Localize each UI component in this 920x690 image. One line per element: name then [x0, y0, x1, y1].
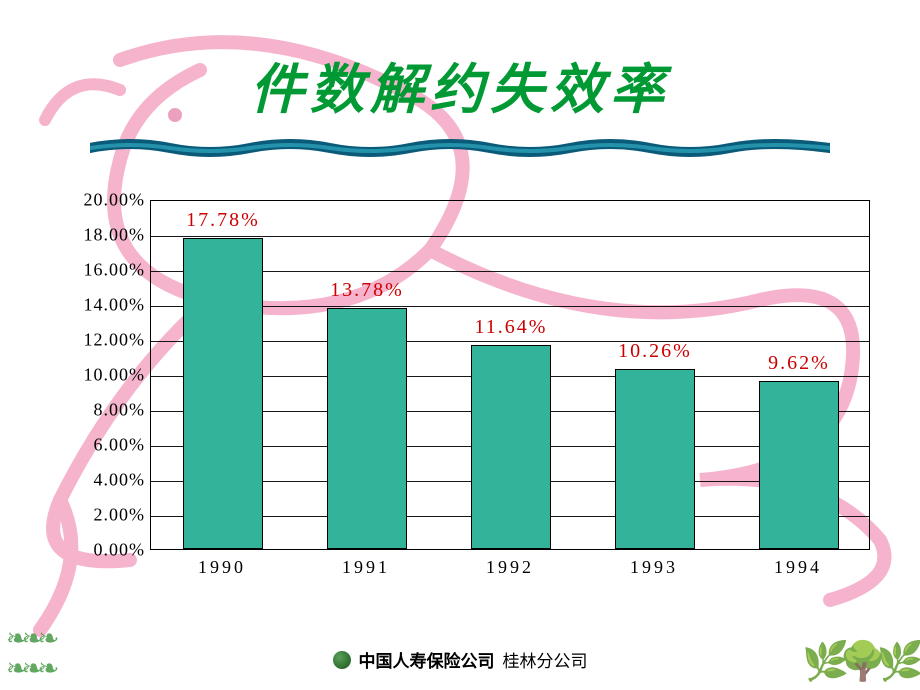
y-axis-label: 8.00% — [45, 400, 145, 421]
plot-area: 17.78% 13.78% 11.64% 10.26% 9.62% — [150, 200, 870, 550]
gridline — [151, 236, 869, 237]
bar — [615, 369, 694, 549]
y-axis-label: 6.00% — [45, 435, 145, 456]
x-axis-label: 1994 — [774, 557, 822, 578]
footer: 中国人寿保险公司 桂林分公司 — [0, 647, 920, 672]
x-axis-label: 1991 — [342, 557, 390, 578]
y-axis-label: 12.00% — [45, 330, 145, 351]
bar-chart: 17.78% 13.78% 11.64% 10.26% 9.62% 0.00% 2.00%… — [40, 190, 880, 590]
company-logo-icon — [333, 651, 351, 669]
x-axis-label: 1990 — [198, 557, 246, 578]
bar-value-label: 17.78% — [186, 209, 260, 232]
y-axis-label: 2.00% — [45, 505, 145, 526]
y-axis-label: 0.00% — [45, 540, 145, 561]
y-axis-label: 16.00% — [45, 260, 145, 281]
bar-value-label: 10.26% — [618, 340, 692, 363]
y-axis-label: 14.00% — [45, 295, 145, 316]
bar-value-label: 11.64% — [475, 316, 548, 339]
branch-name: 桂林分公司 — [503, 647, 588, 672]
bar-value-label: 9.62% — [768, 352, 830, 375]
bar — [327, 308, 406, 549]
company-name: 中国人寿保险公司 — [359, 647, 495, 672]
x-axis-label: 1992 — [486, 557, 534, 578]
bar — [183, 238, 262, 549]
bar-value-label: 13.78% — [330, 279, 404, 302]
bar — [759, 381, 838, 549]
y-axis-label: 4.00% — [45, 470, 145, 491]
title-underline — [90, 138, 830, 158]
slide-title: 件数解约失效率 — [0, 45, 920, 124]
y-axis-label: 10.00% — [45, 365, 145, 386]
x-axis-label: 1993 — [630, 557, 678, 578]
bar — [471, 345, 550, 549]
y-axis-label: 18.00% — [45, 225, 145, 246]
y-axis-label: 20.00% — [45, 190, 145, 211]
